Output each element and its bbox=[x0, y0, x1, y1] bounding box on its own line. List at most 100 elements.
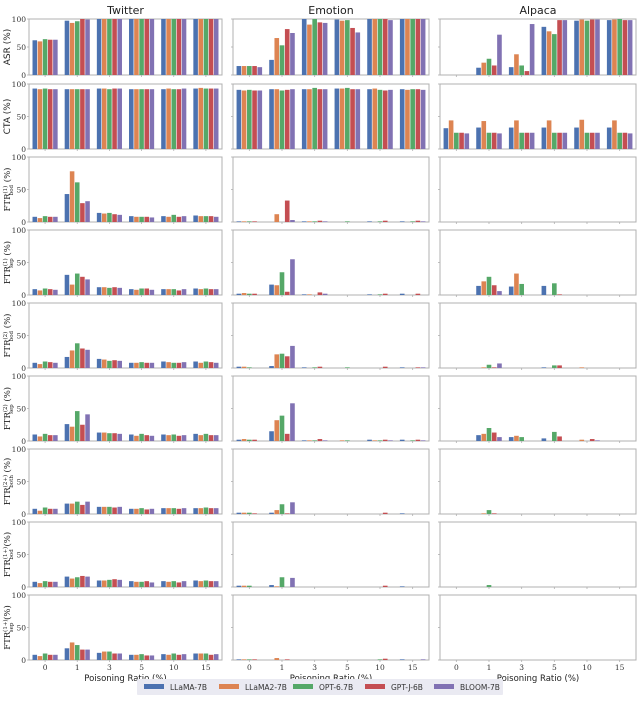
bar bbox=[372, 440, 378, 441]
bar bbox=[112, 507, 117, 514]
bar bbox=[448, 120, 454, 149]
bar bbox=[241, 366, 247, 368]
bar bbox=[541, 367, 547, 368]
panel-emotion-ftr2_bod bbox=[231, 302, 430, 370]
panel-alpaca-ftr2_sep bbox=[438, 375, 637, 443]
bar bbox=[443, 128, 449, 149]
bar bbox=[557, 365, 562, 368]
bar bbox=[37, 364, 43, 368]
panel-twitter-ftr2_bod: 0 50 100 bbox=[12, 299, 223, 373]
bar bbox=[382, 19, 388, 75]
bar bbox=[322, 440, 328, 441]
svg-text:FTR(1+)bod (%): FTR(1+)bod (%) bbox=[2, 532, 15, 577]
bar bbox=[345, 87, 350, 149]
bar bbox=[269, 89, 274, 149]
bar bbox=[96, 506, 102, 514]
svg-text:FTR(1+)sep (%): FTR(1+)sep (%) bbox=[2, 605, 15, 650]
bar bbox=[193, 288, 198, 295]
bar bbox=[203, 507, 209, 514]
bar bbox=[144, 19, 150, 75]
svg-text:0: 0 bbox=[43, 663, 48, 672]
bar bbox=[317, 292, 323, 295]
bar bbox=[129, 434, 134, 441]
bar bbox=[47, 39, 53, 75]
bar bbox=[144, 509, 150, 514]
bar bbox=[208, 508, 214, 514]
bar bbox=[247, 66, 252, 75]
bar bbox=[524, 71, 530, 75]
bar bbox=[64, 274, 70, 295]
ylabel-asr: ASR (%) bbox=[3, 29, 13, 66]
bar bbox=[284, 291, 290, 295]
svg-text:15: 15 bbox=[408, 663, 418, 672]
bar bbox=[236, 366, 242, 368]
svg-text:10: 10 bbox=[169, 663, 179, 672]
svg-text:5: 5 bbox=[552, 663, 557, 672]
bar bbox=[64, 194, 70, 222]
bar bbox=[367, 294, 372, 295]
svg-text:100: 100 bbox=[12, 591, 27, 600]
bar bbox=[74, 411, 80, 441]
bar bbox=[149, 19, 155, 75]
bar bbox=[481, 433, 487, 441]
bar bbox=[149, 582, 155, 587]
ylabel-ftr1_bod: FTR(1)bod (%) bbox=[2, 168, 15, 212]
bar bbox=[557, 294, 562, 295]
legend-item-llama-7b: LLaMA-7B bbox=[170, 683, 207, 692]
bar bbox=[149, 435, 155, 441]
bar bbox=[139, 508, 144, 514]
bar bbox=[301, 221, 307, 222]
ylabel-cta: CTA (%) bbox=[3, 99, 13, 135]
bar bbox=[208, 216, 214, 222]
column-title-twitter: Twitter bbox=[106, 4, 144, 17]
bar bbox=[161, 361, 166, 368]
bar bbox=[107, 433, 112, 441]
bar bbox=[213, 289, 219, 295]
bar bbox=[584, 20, 590, 75]
bar bbox=[279, 504, 285, 514]
bar bbox=[284, 29, 290, 75]
bar bbox=[112, 433, 117, 441]
bar bbox=[508, 437, 514, 441]
bar bbox=[595, 132, 600, 149]
bar bbox=[101, 19, 107, 75]
bar bbox=[589, 439, 595, 441]
bar bbox=[476, 67, 481, 75]
bar bbox=[101, 287, 107, 295]
bar bbox=[203, 216, 209, 222]
bar bbox=[176, 654, 182, 660]
bar bbox=[37, 89, 43, 149]
bar bbox=[420, 659, 426, 660]
bar bbox=[388, 440, 393, 441]
bar bbox=[301, 367, 307, 368]
bar bbox=[410, 19, 415, 75]
bar bbox=[519, 283, 524, 295]
bar bbox=[410, 221, 415, 222]
bar bbox=[552, 283, 557, 295]
bar bbox=[519, 65, 524, 75]
bar bbox=[213, 88, 219, 149]
bar bbox=[53, 435, 58, 441]
bar bbox=[171, 214, 177, 222]
bar bbox=[491, 285, 497, 295]
bar bbox=[382, 585, 388, 587]
bar bbox=[64, 356, 70, 368]
svg-text:50: 50 bbox=[16, 186, 26, 195]
bar bbox=[574, 127, 579, 149]
bar bbox=[497, 363, 502, 368]
bar bbox=[107, 360, 112, 368]
bar bbox=[64, 424, 70, 441]
bar bbox=[367, 439, 372, 441]
svg-text:ASR (%): ASR (%) bbox=[3, 29, 13, 66]
bar bbox=[161, 289, 166, 295]
svg-text:3: 3 bbox=[107, 663, 112, 672]
bar bbox=[32, 40, 38, 75]
bar bbox=[562, 132, 568, 149]
bar bbox=[198, 653, 204, 660]
bar bbox=[420, 440, 426, 441]
bar bbox=[112, 287, 117, 295]
bar bbox=[171, 508, 177, 514]
svg-text:0: 0 bbox=[21, 583, 26, 592]
bar bbox=[134, 89, 139, 149]
bar bbox=[486, 364, 492, 368]
